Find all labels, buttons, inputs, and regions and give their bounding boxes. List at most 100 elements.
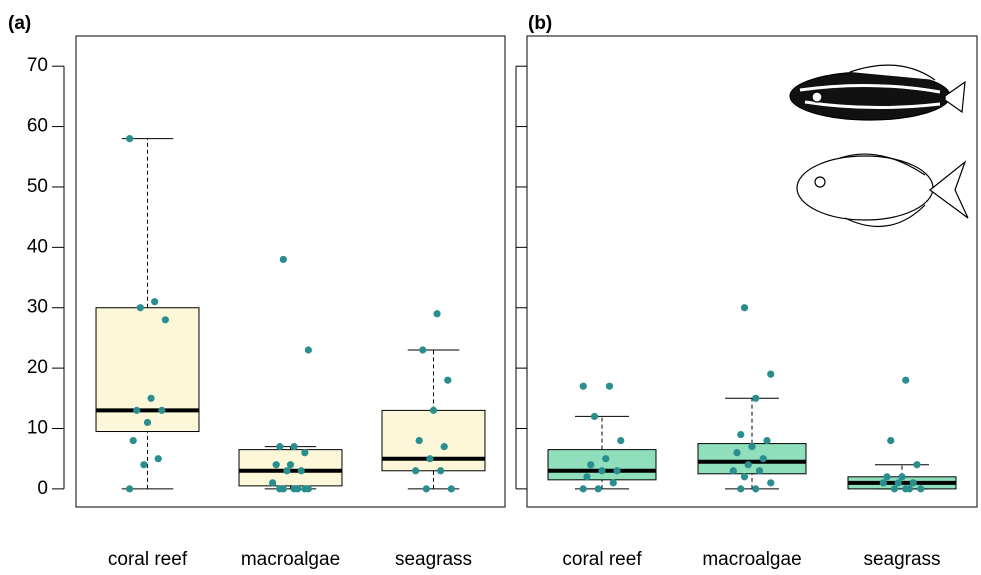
panel-label: (b) — [528, 13, 552, 34]
y-tick-label: 60 — [27, 116, 48, 137]
data-point — [140, 461, 148, 469]
y-tick-label: 20 — [27, 357, 48, 378]
y-tick-label: 30 — [27, 297, 48, 318]
data-point — [579, 485, 587, 493]
box — [95, 307, 200, 433]
panel: (a) 0 10 20 30 40 50 60 70 coral reef macroalgae se… — [8, 13, 506, 570]
data-point — [740, 304, 749, 312]
data-point — [767, 370, 775, 378]
fish-tail — [944, 80, 966, 114]
data-point — [422, 485, 430, 493]
data-point — [297, 467, 305, 475]
fish-eye — [814, 176, 826, 188]
data-point — [437, 467, 445, 475]
data-point — [301, 485, 309, 493]
data-point — [752, 394, 760, 402]
data-point — [412, 467, 420, 475]
data-point — [609, 479, 617, 487]
data-point — [729, 467, 737, 475]
data-point — [147, 394, 155, 402]
data-point — [733, 449, 741, 457]
data-point — [744, 461, 752, 469]
data-point — [154, 455, 162, 463]
data-point — [158, 406, 166, 414]
box — [381, 409, 486, 472]
data-point — [755, 467, 764, 475]
data-point — [126, 135, 134, 143]
data-point — [587, 461, 595, 469]
y-tick-label: 70 — [27, 55, 48, 76]
data-point — [143, 418, 152, 427]
data-point — [894, 479, 902, 487]
fish-fin — [839, 153, 926, 176]
data-point — [879, 479, 887, 487]
data-point — [917, 485, 925, 493]
data-point — [898, 473, 906, 481]
data-point — [419, 346, 427, 354]
data-point — [890, 485, 899, 493]
data-point — [887, 436, 895, 445]
x-tick-label: seagrass — [395, 549, 472, 570]
data-point — [902, 485, 910, 493]
data-point — [759, 455, 767, 463]
y-tick-label: 50 — [27, 176, 48, 197]
data-point — [579, 382, 587, 390]
data-point — [440, 443, 448, 451]
data-point — [133, 406, 141, 414]
data-point — [590, 412, 599, 421]
fish-stripes — [799, 83, 941, 110]
x-tick-label: coral reef — [108, 549, 188, 570]
panel: (b) coral reef macroalgae seagrass — [515, 13, 978, 570]
data-point — [902, 376, 910, 384]
data-point — [447, 485, 455, 493]
data-point — [737, 430, 745, 439]
data-point — [748, 443, 756, 451]
data-point — [598, 467, 606, 475]
x-tick-label: seagrass — [863, 549, 940, 570]
data-point — [444, 376, 452, 384]
data-point — [909, 479, 917, 487]
data-point — [136, 304, 144, 312]
y-tick-label: 10 — [27, 418, 48, 439]
data-point — [913, 461, 921, 469]
data-point — [126, 485, 134, 493]
data-point — [594, 485, 602, 493]
data-point — [161, 316, 169, 324]
data-point — [279, 255, 287, 264]
data-point — [767, 479, 775, 487]
data-point — [415, 436, 423, 445]
x-tick-label: coral reef — [562, 549, 642, 570]
data-point — [763, 436, 771, 445]
box — [547, 449, 657, 481]
data-point — [286, 461, 295, 469]
plot-frame — [75, 35, 506, 508]
data-point — [276, 443, 284, 451]
data-point — [433, 310, 441, 318]
data-point — [617, 436, 625, 445]
data-point — [304, 346, 312, 354]
data-point — [290, 443, 298, 451]
x-tick-label: macroalgae — [702, 549, 801, 570]
fish-body — [796, 155, 934, 221]
data-point — [290, 485, 298, 493]
data-point — [129, 436, 137, 445]
fish-eye — [811, 91, 823, 103]
data-point — [276, 485, 284, 493]
data-point — [283, 467, 291, 475]
fish-tail — [929, 160, 969, 219]
data-point — [269, 479, 277, 487]
data-point — [429, 406, 438, 414]
data-point — [740, 473, 749, 481]
data-point — [883, 473, 891, 481]
x-tick-label: macroalgae — [241, 549, 340, 570]
fish-fin — [844, 204, 926, 228]
data-point — [613, 467, 621, 475]
data-point — [151, 298, 159, 306]
data-point — [583, 473, 591, 481]
y-tick-label: 0 — [37, 478, 48, 499]
fish-illustration — [789, 64, 969, 228]
data-point — [426, 455, 434, 463]
data-point — [301, 449, 309, 457]
